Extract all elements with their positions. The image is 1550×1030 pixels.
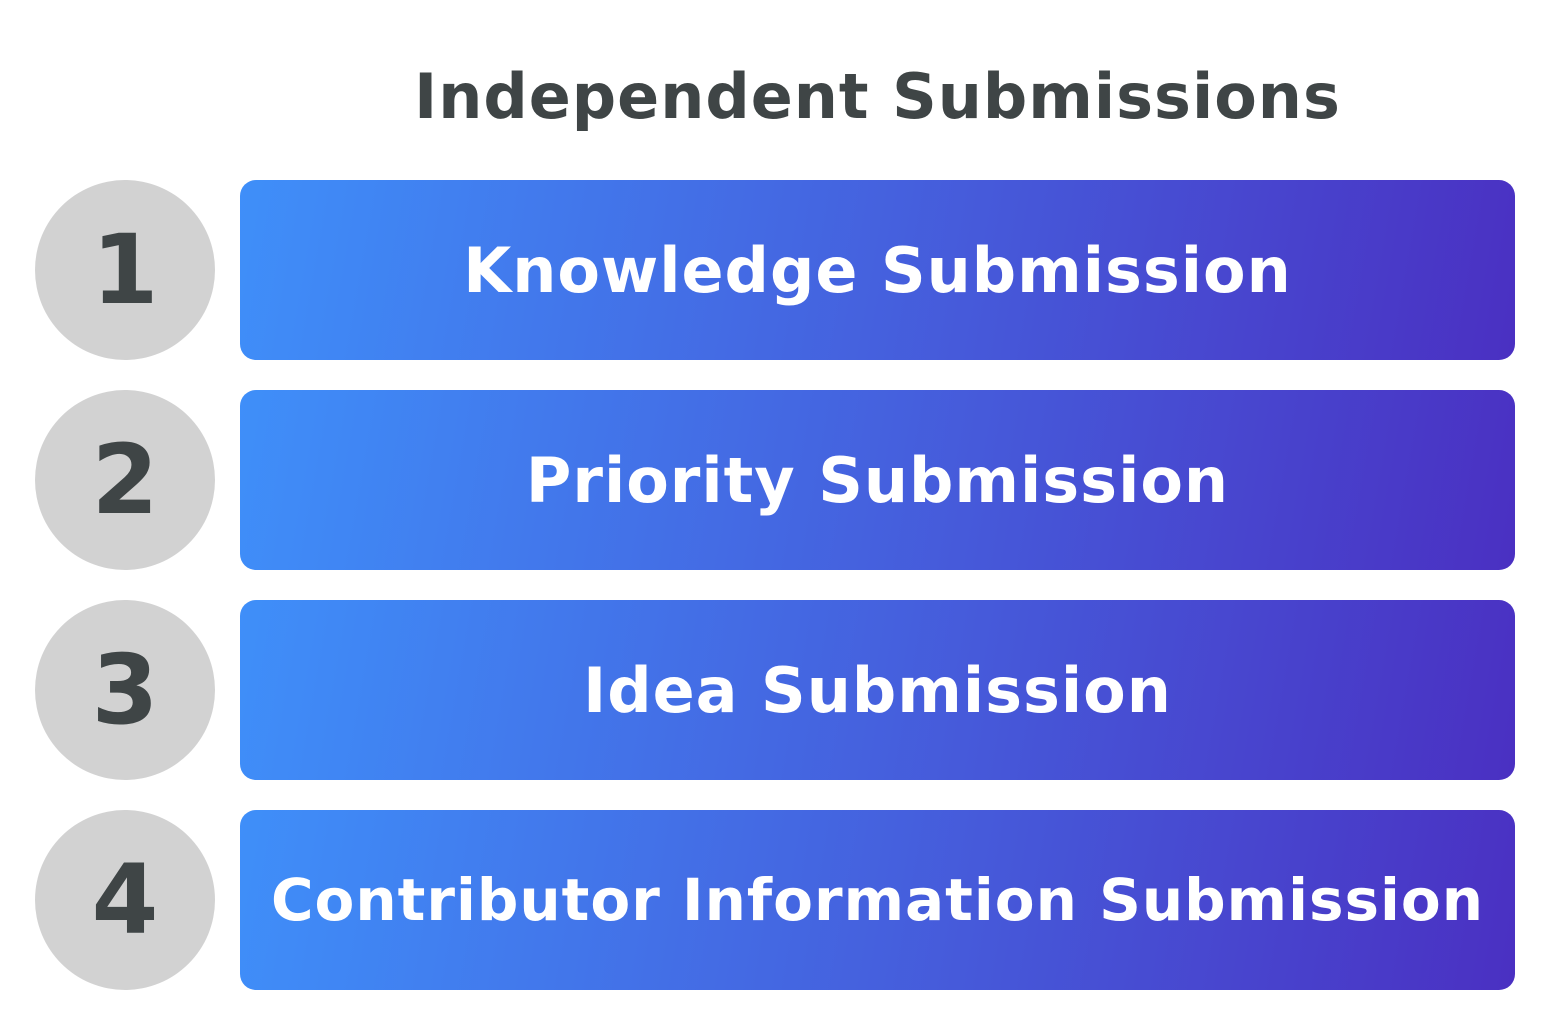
step-number-circle: 1 <box>35 180 215 360</box>
step-label: Idea Submission <box>583 653 1172 727</box>
step-number-circle: 2 <box>35 390 215 570</box>
step-bar: Idea Submission <box>240 600 1515 780</box>
step-label: Contributor Information Submission <box>270 866 1485 934</box>
step-number-circle: 3 <box>35 600 215 780</box>
diagram-title: Independent Submissions <box>414 60 1341 133</box>
step-bar: Knowledge Submission <box>240 180 1515 360</box>
list-item-3: 3 Idea Submission <box>35 600 1515 780</box>
step-bar: Contributor Information Submission <box>240 810 1515 990</box>
list-item-4: 4 Contributor Information Submission <box>35 810 1515 990</box>
step-label: Knowledge Submission <box>463 233 1292 307</box>
step-bar: Priority Submission <box>240 390 1515 570</box>
step-label: Priority Submission <box>525 443 1230 517</box>
list-item-2: 2 Priority Submission <box>35 390 1515 570</box>
list-item-1: 1 Knowledge Submission <box>35 180 1515 360</box>
step-number-circle: 4 <box>35 810 215 990</box>
